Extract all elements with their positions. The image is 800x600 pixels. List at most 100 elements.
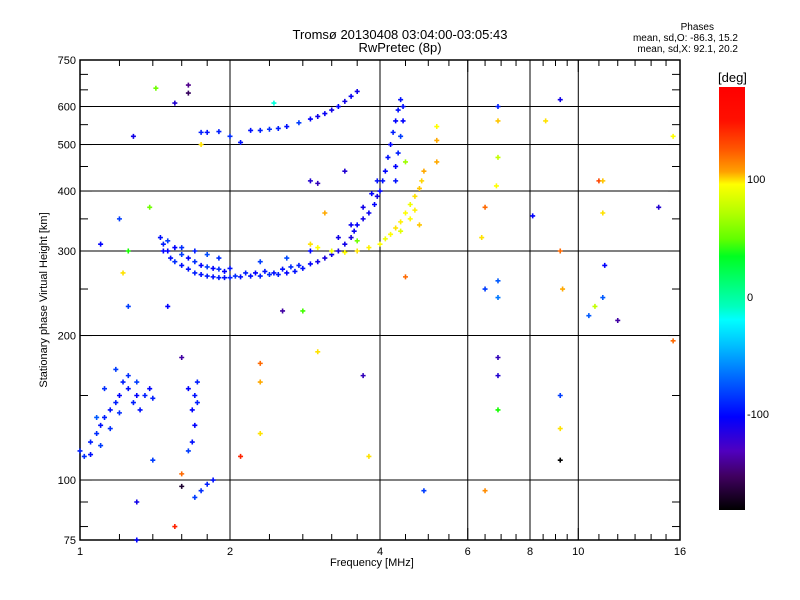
data-point: [434, 137, 440, 143]
data-point: [179, 252, 185, 258]
data-point: [165, 238, 171, 244]
data-point: [388, 231, 394, 237]
data-point: [192, 270, 198, 276]
data-point: [393, 225, 399, 231]
data-point: [134, 379, 140, 385]
data-point: [185, 266, 191, 272]
data-point: [198, 272, 204, 278]
data-point: [107, 407, 113, 413]
phase-colorbar: [719, 87, 745, 510]
data-point: [300, 308, 306, 314]
data-point: [130, 133, 136, 139]
data-point: [172, 245, 178, 251]
colorbar-tick-label: 0: [747, 291, 754, 304]
data-point: [262, 268, 268, 274]
data-point: [495, 373, 501, 379]
data-point: [185, 90, 191, 96]
data-point: [179, 245, 185, 251]
data-point: [266, 272, 272, 278]
data-point: [416, 185, 422, 191]
data-point: [366, 453, 372, 459]
data-point: [495, 354, 501, 360]
data-point: [656, 204, 662, 210]
data-point: [216, 266, 222, 272]
data-point: [142, 393, 148, 399]
data-point: [216, 129, 222, 135]
data-point: [329, 248, 335, 254]
x-tick-label: 6: [465, 546, 471, 558]
x-tick-label: 4: [377, 546, 383, 558]
data-point: [366, 210, 372, 216]
data-point: [81, 453, 87, 459]
data-point: [107, 426, 113, 432]
data-point: [216, 275, 222, 281]
data-point: [385, 154, 391, 160]
x-tick-label: 16: [674, 546, 686, 558]
plot-frame: [79, 59, 681, 541]
data-point: [342, 168, 348, 174]
data-point: [77, 448, 83, 454]
data-point: [307, 116, 313, 122]
data-point: [380, 178, 386, 184]
data-point: [150, 457, 156, 463]
data-point: [222, 275, 228, 281]
data-point: [407, 216, 413, 222]
data-point: [248, 127, 254, 133]
data-point: [284, 124, 290, 130]
data-point: [354, 88, 360, 94]
data-point: [398, 97, 404, 103]
data-point: [275, 272, 281, 278]
x-tick-label: 1: [77, 546, 83, 558]
data-point: [257, 273, 263, 279]
data-point: [238, 139, 244, 145]
data-point: [398, 219, 404, 225]
data-point: [150, 395, 156, 401]
data-point: [351, 228, 357, 234]
data-point: [165, 303, 171, 309]
data-point: [421, 168, 427, 174]
data-point: [300, 265, 306, 271]
data-point: [271, 100, 277, 106]
data-point: [98, 241, 104, 247]
data-point: [416, 222, 422, 228]
data-point: [102, 414, 108, 420]
y-tick-label: 75: [64, 535, 76, 547]
data-point: [137, 407, 143, 413]
data-point: [172, 259, 178, 265]
data-point: [348, 222, 354, 228]
data-point: [400, 118, 406, 124]
data-point: [369, 191, 375, 197]
data-point: [382, 236, 388, 242]
data-point: [204, 264, 210, 270]
data-point: [360, 373, 366, 379]
data-point: [307, 241, 313, 247]
data-point: [670, 338, 676, 344]
data-point: [296, 262, 302, 268]
data-point: [192, 248, 198, 254]
data-point: [292, 268, 298, 274]
data-point: [198, 488, 204, 494]
data-point: [360, 204, 366, 210]
data-point: [165, 248, 171, 254]
data-point: [557, 248, 563, 254]
data-point: [412, 193, 418, 199]
data-point: [670, 133, 676, 139]
data-point: [257, 127, 263, 133]
data-point: [243, 270, 249, 276]
data-point: [204, 273, 210, 279]
data-point: [98, 443, 104, 449]
data-point: [172, 100, 178, 106]
data-point: [557, 393, 563, 399]
data-point: [189, 439, 195, 445]
data-point: [160, 241, 166, 247]
data-point: [94, 414, 100, 420]
data-point: [248, 273, 254, 279]
data-point: [398, 228, 404, 234]
data-point: [238, 274, 244, 280]
y-tick-label: 300: [58, 246, 76, 258]
data-point: [284, 255, 290, 261]
data-point: [147, 204, 153, 210]
data-point: [495, 278, 501, 284]
colorbar-tick-label: -100: [747, 409, 770, 421]
data-point: [495, 407, 501, 413]
